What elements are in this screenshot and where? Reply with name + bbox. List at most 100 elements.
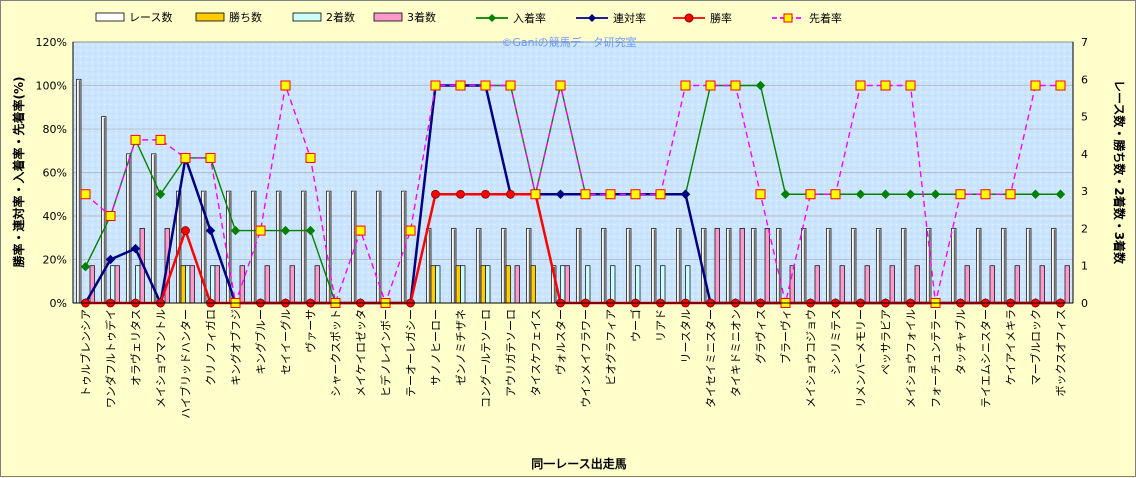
category-label: キングブルー (254, 309, 268, 375)
bar-3着数 (889, 265, 895, 304)
category-label: ウーゴ (629, 309, 643, 342)
category-label: マーブルロック (1029, 309, 1043, 385)
bar-2着数 (460, 265, 466, 304)
point-入着率 (155, 189, 166, 199)
bar-2着数 (685, 265, 691, 304)
point-先着率 (405, 225, 416, 236)
point-勝率 (481, 189, 490, 199)
point-入着率 (905, 189, 916, 199)
bar-3着数 (514, 265, 520, 304)
bar-3着数 (289, 265, 295, 304)
point-勝率 (456, 189, 465, 199)
bar-2着数 (185, 265, 191, 304)
point-先着率 (105, 211, 116, 221)
point-先着率 (655, 189, 666, 200)
left-tick-label: 0% (50, 297, 67, 310)
left-tick-label: 60% (43, 167, 67, 180)
point-先着率 (855, 80, 866, 91)
point-入着率 (855, 189, 866, 199)
point-先着率 (730, 80, 741, 91)
legend-marker (783, 13, 793, 23)
point-先着率 (980, 189, 991, 200)
point-先着率 (1030, 80, 1041, 91)
point-先着率 (805, 189, 816, 200)
bar-3着数 (89, 265, 95, 304)
category-label: タイキドミニオン (730, 309, 743, 397)
legend-label: 入着率 (513, 11, 546, 25)
bar-3着数 (764, 228, 770, 304)
bar-3着数 (214, 265, 220, 304)
bar-2着数 (585, 265, 591, 304)
point-先着率 (530, 189, 541, 200)
legend-swatch (373, 12, 403, 22)
point-先着率 (280, 80, 291, 91)
left-axis-title: 勝率・連対率・入着率・先着率(%) (11, 77, 26, 268)
bar-3着数 (1064, 265, 1070, 304)
category-label: セイイーグル (279, 309, 293, 375)
bar-3着数 (714, 228, 720, 304)
category-label: ブラーヴィ (779, 309, 793, 364)
right-axis-title: レース数・勝ち数・2着数・3着数 (1112, 80, 1127, 265)
right-tick-label: 2 (1081, 222, 1088, 235)
point-先着率 (1005, 189, 1016, 200)
point-入着率 (880, 189, 891, 199)
bar-2着数 (485, 265, 491, 304)
bar-2着数 (610, 265, 616, 304)
bar-3着数 (839, 265, 845, 304)
point-入着率 (280, 225, 291, 236)
point-入着率 (80, 261, 91, 272)
point-先着率 (880, 80, 891, 91)
category-label: オラヴェリタス (129, 309, 143, 386)
bar-3着数 (189, 265, 195, 304)
category-label: テイエムシニスター (980, 309, 993, 408)
bar-2着数 (210, 265, 216, 304)
bar-3着数 (989, 265, 995, 304)
point-先着率 (155, 134, 166, 145)
bar-3着数 (864, 265, 870, 304)
point-入着率 (1030, 189, 1041, 199)
point-先着率 (555, 80, 566, 91)
point-先着率 (180, 152, 191, 163)
point-先着率 (705, 80, 716, 91)
point-連対率 (555, 189, 566, 199)
category-label: クリノフィガロ (205, 309, 218, 386)
point-先着率 (680, 80, 691, 91)
point-先着率 (130, 134, 141, 145)
x-axis-title: 同一レース出走馬 (531, 456, 626, 471)
legend: レース数 勝ち数 2着数 3着数 入着率 連対率 勝率 先着率 (95, 10, 842, 25)
point-先着率 (205, 152, 216, 163)
legend-label: 連対率 (613, 11, 646, 25)
category-label: メイショウマントル (155, 309, 168, 408)
category-label: タッチャブル (954, 309, 968, 375)
bar-3着数 (1039, 265, 1045, 304)
category-label: ビオグラフィア (604, 309, 618, 386)
point-連対率 (205, 225, 216, 236)
point-先着率 (355, 225, 366, 236)
point-先着率 (430, 80, 441, 91)
point-入着率 (230, 225, 241, 236)
point-先着率 (455, 80, 466, 91)
category-label: ボックスオフィス (1055, 309, 1068, 396)
point-連対率 (130, 243, 141, 254)
left-tick-label: 100% (36, 80, 67, 93)
point-先着率 (605, 189, 616, 200)
point-連対率 (105, 254, 116, 265)
bar-2着数 (435, 265, 441, 304)
category-label: コングールテソーロ (479, 309, 493, 408)
category-label: シンリミテス (830, 309, 843, 375)
bar-2着数 (635, 265, 641, 304)
bar-3着数 (264, 265, 270, 304)
category-label: リメンバーメモリー (855, 309, 868, 408)
bar-3着数 (814, 265, 820, 304)
right-tick-label: 3 (1081, 185, 1088, 198)
point-入着率 (755, 80, 766, 91)
bar-3着数 (739, 228, 745, 304)
legend-label: 3着数 (407, 10, 436, 24)
right-tick-label: 6 (1081, 73, 1088, 86)
category-label: ヒデノレインボー (379, 309, 393, 397)
bar-3着数 (314, 265, 320, 304)
point-入着率 (780, 189, 791, 199)
category-label: メイショウフォイル (905, 309, 918, 408)
